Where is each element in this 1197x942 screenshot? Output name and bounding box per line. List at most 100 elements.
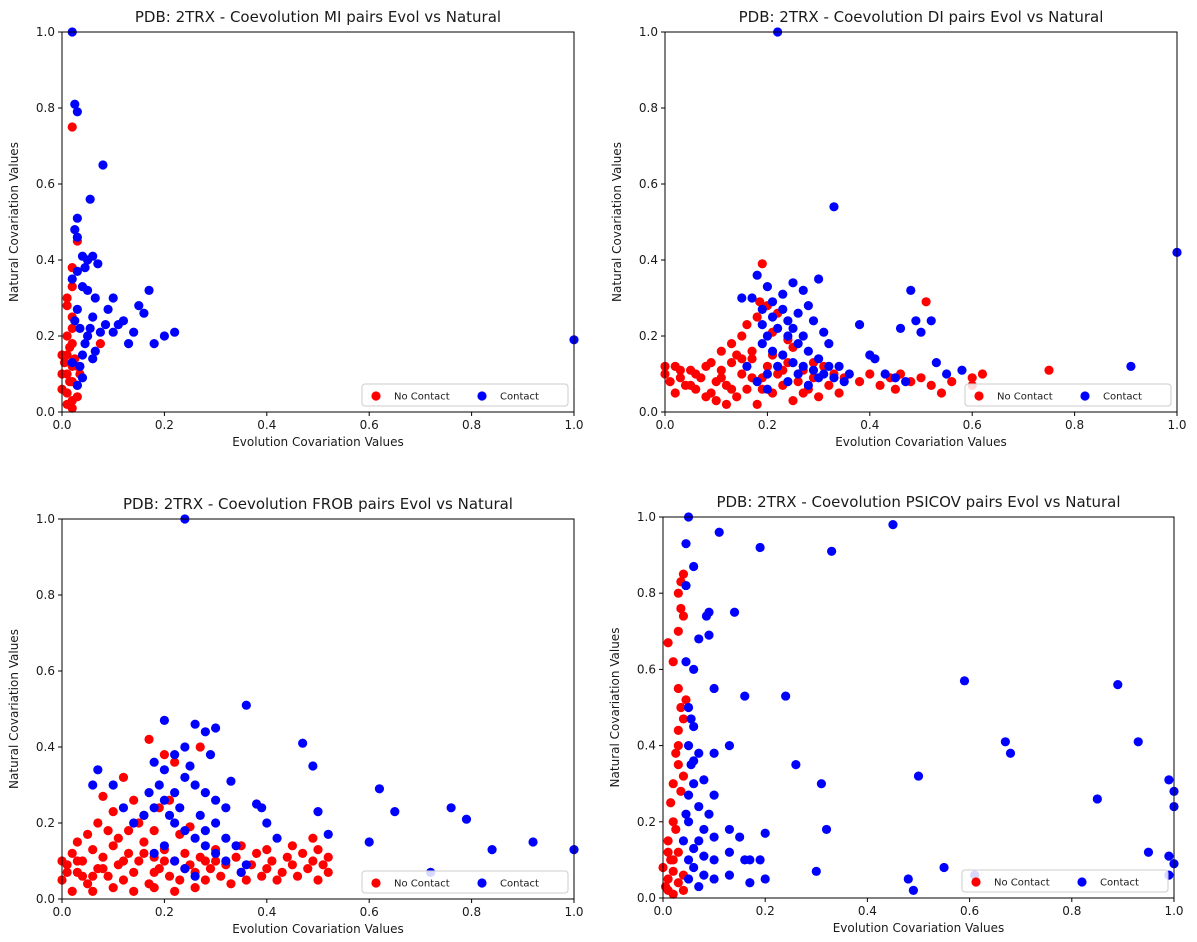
data-point [67, 274, 77, 284]
data-point [129, 886, 139, 896]
data-point [1126, 361, 1136, 371]
data-point [778, 289, 788, 299]
y-tick-label: 0.4 [637, 739, 656, 753]
data-point [67, 122, 77, 132]
data-point [773, 323, 783, 333]
data-point [916, 373, 926, 383]
data-point [180, 742, 190, 752]
data-point [709, 855, 719, 865]
data-point [827, 546, 837, 556]
data-point [844, 369, 854, 379]
data-point [911, 316, 921, 326]
x-tick-label: 0.4 [257, 418, 276, 432]
x-tick-label: 0.2 [758, 418, 777, 432]
data-point [709, 832, 719, 842]
data-point [673, 683, 683, 694]
y-tick-label: 0.0 [637, 891, 656, 905]
data-point [88, 312, 98, 322]
data-point [159, 765, 169, 775]
data-point [865, 369, 875, 379]
y-tick-label: 0.6 [639, 177, 658, 191]
data-point [98, 852, 108, 862]
data-point [726, 358, 737, 368]
data-point [108, 293, 118, 303]
data-point [67, 848, 77, 858]
data-point [93, 259, 103, 269]
data-point [149, 867, 159, 877]
data-point [185, 761, 195, 771]
data-point [77, 373, 88, 383]
data-point [798, 331, 808, 341]
data-point [814, 354, 824, 364]
data-point [798, 285, 808, 295]
chart-title: PDB: 2TRX - Coevolution FROB pairs Evol … [123, 495, 513, 513]
data-point [675, 365, 685, 375]
data-point [808, 365, 819, 375]
data-point [72, 232, 82, 242]
data-point [755, 542, 765, 553]
data-point [803, 301, 813, 311]
x-tick-label: 0.8 [462, 418, 481, 432]
y-tick-label: 0.8 [36, 588, 55, 602]
data-point [103, 871, 113, 881]
data-point [676, 786, 686, 796]
chart-frob: PDB: 2TRX - Coevolution FROB pairs Evol … [7, 495, 584, 936]
x-tick-label: 1.0 [564, 905, 583, 919]
data-point [83, 285, 93, 295]
data-point [689, 862, 699, 873]
series-1 [88, 514, 579, 881]
y-tick-label: 1.0 [637, 510, 656, 524]
legend-label: No Contact [394, 879, 450, 890]
chart-mi: PDB: 2TRX - Coevolution MI pairs Evol vs… [7, 8, 584, 449]
x-tick-label: 1.0 [564, 418, 583, 432]
data-point [83, 879, 93, 889]
series-1 [737, 27, 1182, 394]
data-point [313, 845, 323, 855]
x-tick-label: 0.2 [155, 905, 174, 919]
data-point [72, 107, 82, 117]
data-point [681, 695, 691, 705]
data-point [701, 392, 711, 402]
data-point [673, 725, 683, 735]
plot-frame [61, 31, 575, 413]
data-point [205, 750, 216, 760]
data-point [977, 369, 988, 379]
data-point [908, 885, 918, 895]
data-point [170, 757, 180, 767]
data-point [308, 856, 318, 866]
data-point [689, 843, 699, 854]
data-point [760, 874, 770, 884]
data-point [752, 377, 762, 387]
data-point [783, 331, 793, 341]
data-point [798, 388, 808, 398]
chart-di: PDB: 2TRX - Coevolution DI pairs Evol vs… [610, 8, 1187, 449]
data-point [65, 342, 75, 352]
data-point [895, 323, 906, 333]
data-point [88, 871, 98, 881]
data-point [824, 339, 834, 349]
data-point [673, 741, 683, 751]
x-tick-label: 0.0 [52, 905, 71, 919]
y-tick-label: 0.6 [36, 177, 55, 191]
data-point [683, 790, 694, 800]
data-point [180, 864, 190, 874]
data-point [709, 874, 719, 884]
data-point [678, 611, 689, 621]
data-point [159, 750, 169, 760]
data-point [88, 354, 98, 364]
data-point [747, 293, 757, 303]
data-point [694, 634, 704, 644]
x-tick-label: 0.0 [655, 418, 674, 432]
data-point [149, 803, 159, 813]
data-point [788, 278, 798, 288]
data-point [221, 833, 231, 843]
data-point [821, 824, 832, 835]
data-point [704, 607, 714, 617]
data-point [906, 285, 916, 295]
data-point [829, 202, 839, 212]
data-point [195, 742, 205, 752]
data-point [100, 320, 111, 330]
x-tick-label: 0.2 [155, 418, 174, 432]
x-tick-label: 0.6 [960, 904, 979, 918]
data-point [783, 377, 793, 387]
